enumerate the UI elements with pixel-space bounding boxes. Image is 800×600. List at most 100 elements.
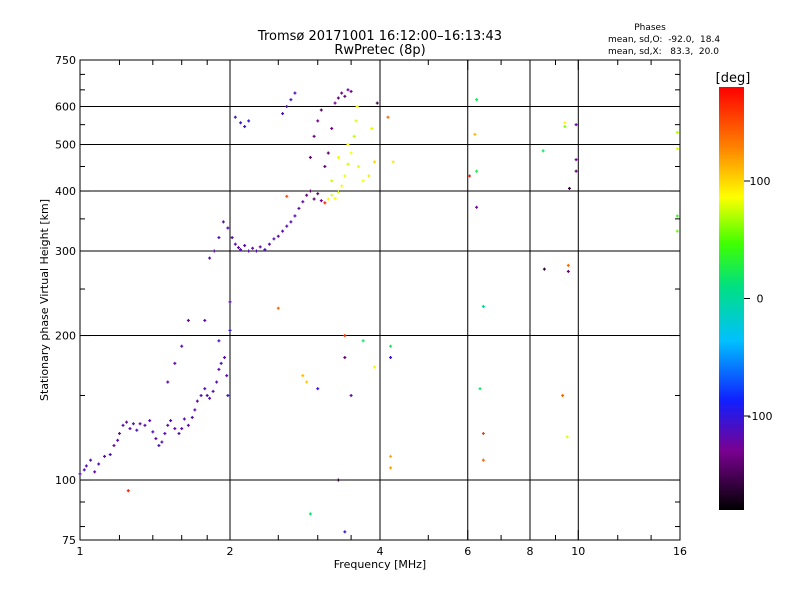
- data-point: [289, 220, 293, 224]
- data-point: [323, 201, 327, 205]
- data-point: [574, 158, 578, 162]
- data-point: [354, 119, 358, 123]
- data-point: [243, 125, 247, 129]
- data-point: [478, 387, 482, 391]
- data-point: [330, 193, 334, 197]
- x-tick-labels: 1 2 4 6 8 10 16: [77, 545, 688, 558]
- colorbar-tick-label: 100: [750, 175, 771, 188]
- data-point: [323, 164, 327, 168]
- data-point: [675, 130, 679, 134]
- grid-lines: [80, 60, 680, 540]
- data-point: [346, 143, 350, 147]
- data-point: [333, 196, 337, 200]
- data-point: [151, 430, 155, 434]
- data-point: [308, 189, 312, 193]
- data-point: [349, 151, 353, 155]
- data-point: [281, 112, 285, 116]
- data-point: [254, 249, 258, 253]
- data-point: [326, 197, 330, 201]
- data-point: [221, 220, 225, 224]
- y-tick-label: 500: [55, 139, 76, 152]
- data-point: [336, 190, 340, 194]
- data-point: [475, 205, 479, 209]
- data-point: [343, 174, 347, 178]
- legend-line-x: mean, sd,X: 83.3, 20.0: [608, 47, 719, 57]
- colorbar: [719, 87, 744, 510]
- data-point: [233, 115, 237, 119]
- data-point: [675, 229, 679, 233]
- data-point: [131, 422, 135, 426]
- y-tick-labels: 75 100 200 300 400 500 600 750: [55, 54, 76, 547]
- data-point: [276, 234, 280, 238]
- data-point: [336, 478, 340, 482]
- data-point: [195, 399, 199, 403]
- data-point: [239, 248, 243, 252]
- data-point: [473, 132, 477, 136]
- data-point: [336, 155, 340, 159]
- x-tick-label: 8: [527, 545, 534, 558]
- data-point: [352, 134, 356, 138]
- data-point: [108, 453, 112, 457]
- data-point: [276, 306, 280, 310]
- data-point: [226, 226, 230, 230]
- data-point: [475, 169, 479, 173]
- data-point: [574, 123, 578, 127]
- data-point: [148, 419, 152, 423]
- data-point: [316, 119, 320, 123]
- x-tick-label: 6: [464, 545, 471, 558]
- data-point: [297, 206, 301, 210]
- data-point: [230, 236, 234, 240]
- data-point: [355, 105, 359, 109]
- data-point: [565, 435, 569, 439]
- data-point: [203, 318, 207, 322]
- colorbar-ticks: 100 0 -100: [744, 175, 772, 423]
- data-point: [389, 355, 393, 359]
- data-point: [211, 389, 215, 393]
- legend-line-o: mean, sd,O: -92.0, 18.4: [608, 35, 720, 45]
- data-point: [389, 466, 393, 470]
- data-points: [78, 88, 679, 534]
- data-point: [373, 160, 377, 164]
- data-point: [166, 423, 170, 427]
- data-point: [228, 300, 232, 304]
- data-point: [343, 355, 347, 359]
- data-point: [319, 108, 323, 112]
- data-point: [163, 432, 167, 436]
- data-point: [567, 186, 571, 190]
- data-point: [112, 444, 116, 448]
- data-point: [236, 246, 240, 250]
- data-point: [308, 512, 312, 516]
- legend-header: Phases: [634, 23, 666, 33]
- data-point: [243, 244, 247, 248]
- data-point: [481, 458, 485, 462]
- data-point: [208, 396, 212, 400]
- data-point: [541, 149, 545, 153]
- data-point: [182, 417, 186, 421]
- data-point: [312, 197, 316, 201]
- data-point: [84, 464, 88, 468]
- data-point: [561, 394, 565, 398]
- x-tick-label: 10: [571, 545, 585, 558]
- data-point: [305, 380, 309, 384]
- data-point: [173, 361, 177, 365]
- data-point: [186, 318, 190, 322]
- y-tick-label: 400: [55, 185, 76, 198]
- data-point: [330, 179, 334, 183]
- data-point: [281, 229, 285, 233]
- data-point: [305, 193, 309, 197]
- data-point: [205, 394, 209, 398]
- data-point: [340, 184, 344, 188]
- data-point: [219, 361, 223, 365]
- data-point: [326, 151, 330, 155]
- data-point: [225, 374, 229, 378]
- data-point: [340, 91, 344, 95]
- data-point: [475, 98, 479, 102]
- data-point: [468, 174, 472, 178]
- data-point: [173, 427, 177, 431]
- data-point: [78, 472, 82, 476]
- data-point: [82, 468, 86, 472]
- data-point: [375, 101, 379, 105]
- data-point: [223, 355, 227, 359]
- chart-title: Tromsø 20171001 16:12:00–16:13:43: [257, 29, 502, 44]
- x-tick-label: 2: [227, 545, 234, 558]
